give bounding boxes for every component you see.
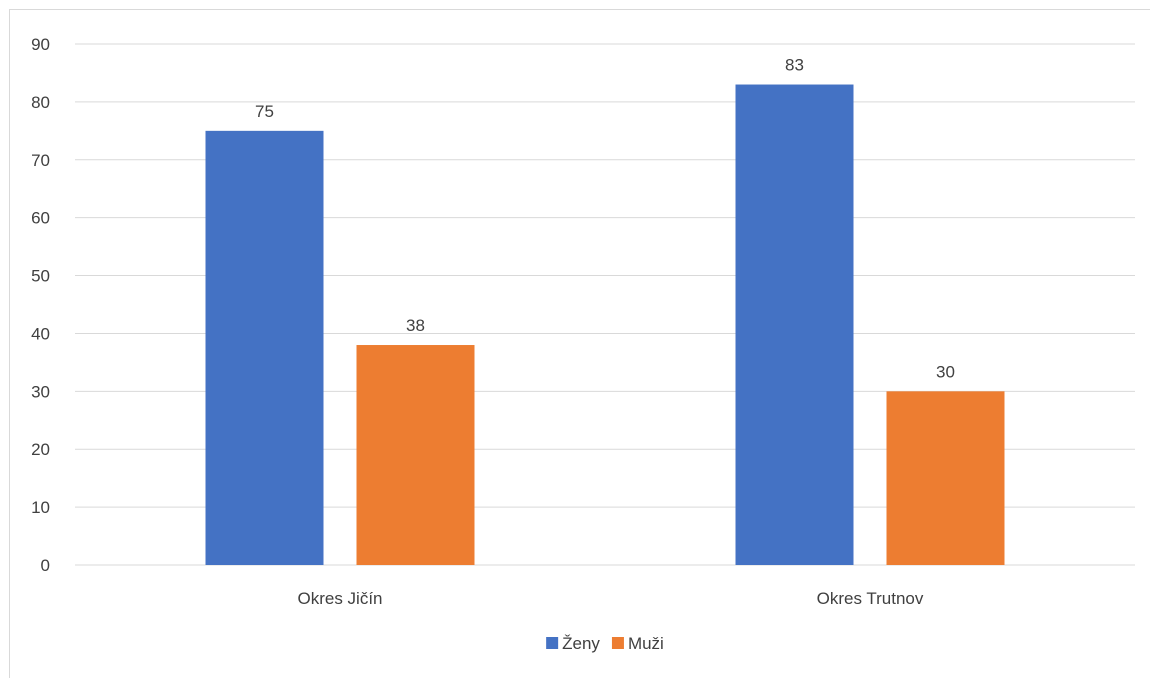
y-tick-label: 40	[31, 324, 50, 343]
x-category-label: Okres Jičín	[297, 589, 382, 608]
bar--eny-2	[736, 85, 854, 565]
legend-swatch	[612, 637, 624, 649]
y-tick-label: 30	[31, 382, 50, 401]
y-tick-label: 90	[31, 35, 50, 54]
y-tick-label: 0	[41, 556, 50, 575]
bar-mu-i-1	[357, 345, 475, 565]
y-tick-label: 20	[31, 440, 50, 459]
data-label: 38	[406, 316, 425, 335]
y-tick-label: 60	[31, 209, 50, 228]
y-tick-label: 80	[31, 93, 50, 112]
bars	[206, 85, 1005, 565]
y-tick-label: 10	[31, 498, 50, 517]
legend-swatch	[546, 637, 558, 649]
y-tick-label: 70	[31, 151, 50, 170]
data-label: 83	[785, 56, 804, 75]
data-label: 75	[255, 102, 274, 121]
y-tick-label: 50	[31, 267, 50, 286]
legend-label: Ženy	[562, 634, 600, 653]
legend: Ženy Muži	[546, 634, 664, 653]
x-axis-category-labels: Okres Jičín Okres Trutnov	[297, 589, 923, 608]
bar-mu-i-2	[887, 391, 1005, 565]
data-label: 30	[936, 362, 955, 381]
legend-label: Muži	[628, 634, 664, 653]
x-category-label: Okres Trutnov	[817, 589, 924, 608]
bar--eny-1	[206, 131, 324, 565]
y-axis-tick-labels: 0 10 20 30 40 50 60 70 80 90	[31, 35, 50, 575]
